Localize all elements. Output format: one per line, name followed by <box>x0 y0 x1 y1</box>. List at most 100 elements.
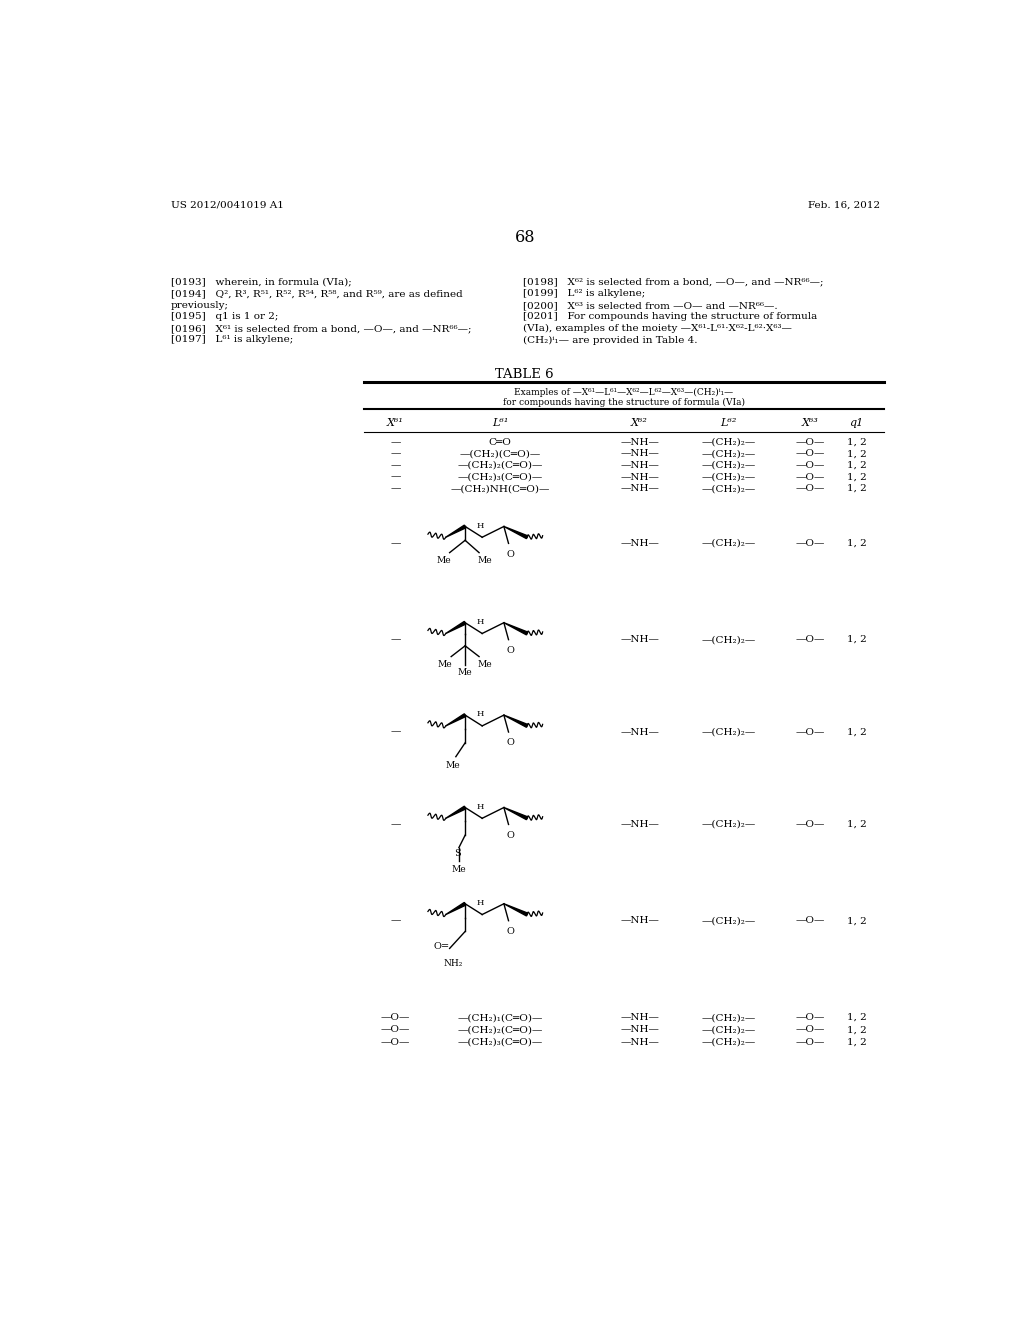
Text: Me: Me <box>436 556 451 565</box>
Text: X⁶²: X⁶² <box>631 418 648 428</box>
Text: —(CH₂)(C═O)—: —(CH₂)(C═O)— <box>460 449 541 458</box>
Text: H: H <box>477 803 484 810</box>
Text: —O—: —O— <box>796 461 824 470</box>
Text: —: — <box>390 461 400 470</box>
Text: Me: Me <box>478 556 493 565</box>
Text: 1, 2: 1, 2 <box>847 1014 866 1022</box>
Text: —NH—: —NH— <box>621 1026 658 1035</box>
Text: —O—: —O— <box>796 820 824 829</box>
Text: —(CH₂)₂—: —(CH₂)₂— <box>701 473 756 482</box>
Polygon shape <box>504 904 527 916</box>
Text: —(CH₂)₂—: —(CH₂)₂— <box>701 635 756 644</box>
Text: H: H <box>477 710 484 718</box>
Text: [0194]   Q², R³, R⁵¹, R⁵², R⁵⁴, R⁵⁸, and R⁵⁹, are as defined: [0194] Q², R³, R⁵¹, R⁵², R⁵⁴, R⁵⁸, and R… <box>171 289 463 298</box>
Text: S: S <box>454 849 461 858</box>
Text: 1, 2: 1, 2 <box>847 916 866 925</box>
Text: Feb. 16, 2012: Feb. 16, 2012 <box>808 201 880 210</box>
Text: —: — <box>390 438 400 447</box>
Text: —(CH₂)₂(C═O)—: —(CH₂)₂(C═O)— <box>458 1026 543 1035</box>
Text: C═O: C═O <box>488 438 511 447</box>
Text: —: — <box>390 449 400 458</box>
Text: 68: 68 <box>514 230 536 247</box>
Text: Examples of —X⁶¹—L⁶¹—X⁶²—L⁶²—X⁶³—(CH₂)ⁱ₁—: Examples of —X⁶¹—L⁶¹—X⁶²—L⁶²—X⁶³—(CH₂)ⁱ₁… <box>514 388 733 397</box>
Text: [0198]   X⁶² is selected from a bond, —O—, and —NR⁶⁶—;: [0198] X⁶² is selected from a bond, —O—,… <box>523 277 823 286</box>
Text: —O—: —O— <box>796 1026 824 1035</box>
Text: —(CH₂)₂—: —(CH₂)₂— <box>701 438 756 447</box>
Text: —O—: —O— <box>381 1038 410 1047</box>
Text: H: H <box>477 618 484 626</box>
Text: O: O <box>506 927 514 936</box>
Text: H: H <box>477 521 484 529</box>
Text: 1, 2: 1, 2 <box>847 539 866 548</box>
Polygon shape <box>445 525 466 537</box>
Text: —NH—: —NH— <box>621 635 658 644</box>
Text: —NH—: —NH— <box>621 484 658 494</box>
Text: —O—: —O— <box>796 539 824 548</box>
Text: —O—: —O— <box>796 484 824 494</box>
Text: (VIa), examples of the moiety —X⁶¹-L⁶¹·X⁶²-L⁶²·X⁶³—: (VIa), examples of the moiety —X⁶¹-L⁶¹·X… <box>523 323 793 333</box>
Text: —NH—: —NH— <box>621 727 658 737</box>
Text: —: — <box>390 820 400 829</box>
Text: O: O <box>506 738 514 747</box>
Text: —(CH₂)₂—: —(CH₂)₂— <box>701 727 756 737</box>
Text: —NH—: —NH— <box>621 461 658 470</box>
Text: X⁶³: X⁶³ <box>802 418 818 428</box>
Text: previously;: previously; <box>171 301 228 310</box>
Text: —: — <box>390 916 400 925</box>
Text: O: O <box>506 830 514 840</box>
Polygon shape <box>504 808 527 820</box>
Polygon shape <box>445 622 466 634</box>
Text: —(CH₂)₂—: —(CH₂)₂— <box>701 820 756 829</box>
Text: 1, 2: 1, 2 <box>847 820 866 829</box>
Text: [0200]   X⁶³ is selected from —O— and —NR⁶⁶—.: [0200] X⁶³ is selected from —O— and —NR⁶… <box>523 301 778 310</box>
Text: —(CH₂)₂—: —(CH₂)₂— <box>701 449 756 458</box>
Polygon shape <box>504 623 527 635</box>
Text: TABLE 6: TABLE 6 <box>496 368 554 381</box>
Text: —O—: —O— <box>796 635 824 644</box>
Polygon shape <box>445 903 466 915</box>
Polygon shape <box>445 714 466 726</box>
Text: 1, 2: 1, 2 <box>847 1038 866 1047</box>
Text: —NH—: —NH— <box>621 1014 658 1022</box>
Text: 1, 2: 1, 2 <box>847 727 866 737</box>
Text: —(CH₂)₂—: —(CH₂)₂— <box>701 1014 756 1022</box>
Text: —: — <box>390 484 400 494</box>
Text: —(CH₂)₂—: —(CH₂)₂— <box>701 1026 756 1035</box>
Text: —O—: —O— <box>796 916 824 925</box>
Text: —O—: —O— <box>796 727 824 737</box>
Text: Me: Me <box>445 760 460 770</box>
Text: —O—: —O— <box>381 1026 410 1035</box>
Text: —: — <box>390 727 400 737</box>
Text: 1, 2: 1, 2 <box>847 635 866 644</box>
Text: —(CH₂)₂—: —(CH₂)₂— <box>701 1038 756 1047</box>
Text: —(CH₂)₁(C═O)—: —(CH₂)₁(C═O)— <box>458 1014 543 1022</box>
Text: [0199]   L⁶² is alkylene;: [0199] L⁶² is alkylene; <box>523 289 645 298</box>
Text: —NH—: —NH— <box>621 1038 658 1047</box>
Text: —O—: —O— <box>796 449 824 458</box>
Text: 1, 2: 1, 2 <box>847 438 866 447</box>
Text: —: — <box>390 473 400 482</box>
Text: —NH—: —NH— <box>621 916 658 925</box>
Text: —O—: —O— <box>796 438 824 447</box>
Text: —: — <box>390 539 400 548</box>
Text: O: O <box>506 645 514 655</box>
Text: —O—: —O— <box>381 1014 410 1022</box>
Text: =: = <box>441 942 450 952</box>
Text: for compounds having the structure of formula (VIa): for compounds having the structure of fo… <box>503 397 745 407</box>
Text: [0193]   wherein, in formula (VIa);: [0193] wherein, in formula (VIa); <box>171 277 351 286</box>
Polygon shape <box>504 715 527 727</box>
Text: —(CH₂)₂—: —(CH₂)₂— <box>701 916 756 925</box>
Text: H: H <box>477 899 484 907</box>
Text: 1, 2: 1, 2 <box>847 461 866 470</box>
Text: —O—: —O— <box>796 1038 824 1047</box>
Text: —(CH₂)₃(C═O)—: —(CH₂)₃(C═O)— <box>458 1038 543 1047</box>
Text: —(CH₂)₂—: —(CH₂)₂— <box>701 461 756 470</box>
Text: Me: Me <box>437 660 453 669</box>
Text: [0201]   For compounds having the structure of formula: [0201] For compounds having the structur… <box>523 313 817 321</box>
Polygon shape <box>445 807 466 818</box>
Text: L⁶¹: L⁶¹ <box>492 418 508 428</box>
Text: —O—: —O— <box>796 1014 824 1022</box>
Text: NH₂: NH₂ <box>443 960 463 968</box>
Text: 1, 2: 1, 2 <box>847 473 866 482</box>
Text: —NH—: —NH— <box>621 449 658 458</box>
